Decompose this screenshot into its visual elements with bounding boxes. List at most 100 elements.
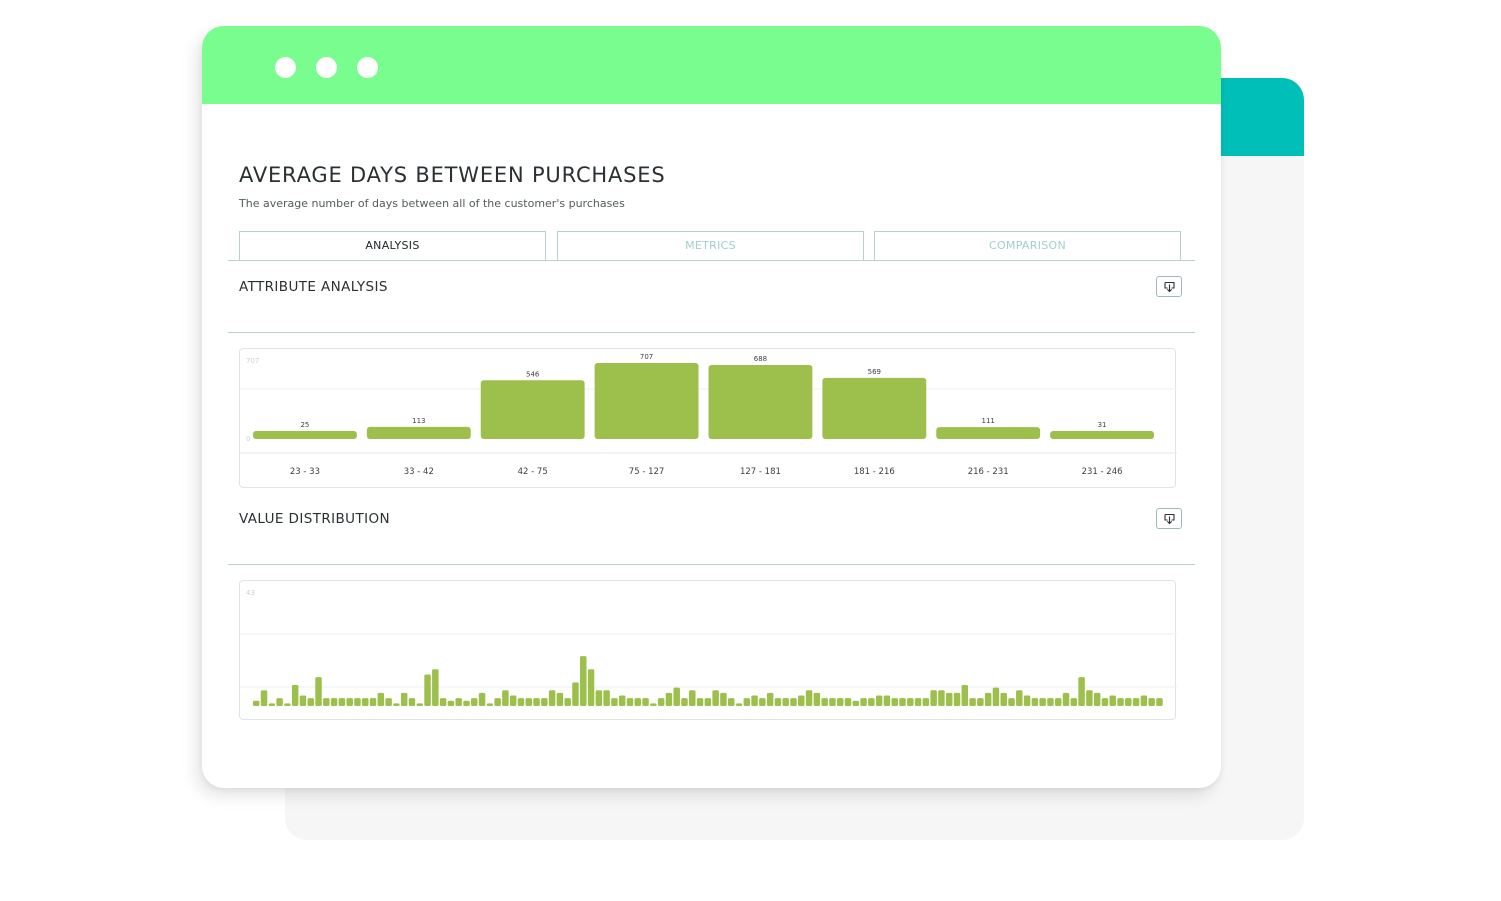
- bar: [253, 700, 260, 706]
- page-subtitle: The average number of days between all o…: [239, 197, 625, 210]
- bar: [751, 695, 758, 706]
- bar: [829, 698, 836, 706]
- bar: [611, 698, 618, 706]
- data-label: 688: [754, 355, 767, 363]
- data-label: 546: [526, 370, 540, 378]
- value-distribution-download-button[interactable]: [1156, 508, 1182, 529]
- window-titlebar: [202, 26, 1221, 104]
- bar: [400, 692, 408, 706]
- bar: [315, 677, 322, 706]
- window-control-dot[interactable]: [357, 57, 378, 78]
- bar: [634, 698, 642, 706]
- bar: [424, 674, 431, 706]
- bar: [330, 698, 338, 706]
- bar: [790, 698, 797, 706]
- x-tick-label: 181 - 216: [854, 467, 895, 477]
- bar: [1132, 698, 1140, 706]
- bar: [1140, 695, 1148, 706]
- bar: [1101, 698, 1109, 706]
- bar: [307, 698, 314, 706]
- bar: [366, 426, 471, 439]
- bar: [486, 703, 494, 706]
- tab-metrics[interactable]: METRICS: [557, 231, 864, 260]
- bar: [260, 690, 268, 706]
- y-tick-label: 707: [246, 357, 259, 365]
- bar: [945, 692, 953, 706]
- bar: [455, 698, 462, 706]
- y-tick-label: 0: [246, 435, 250, 443]
- bar: [587, 669, 595, 706]
- bar: [362, 698, 369, 706]
- bar: [1109, 695, 1116, 706]
- bar: [564, 698, 571, 706]
- tabs-divider: [228, 260, 1195, 261]
- bar: [844, 698, 852, 706]
- data-label: 569: [868, 368, 881, 376]
- bar: [969, 698, 976, 706]
- bar: [712, 690, 719, 706]
- bar: [735, 703, 743, 706]
- bar: [1086, 690, 1093, 706]
- bar: [580, 656, 587, 706]
- bar: [1070, 698, 1078, 706]
- bar: [665, 692, 673, 706]
- attribute-analysis-chart-svg: 707 0 25 23 - 33 113 33 - 42 546 42 - 75 707 75 -…: [240, 353, 1177, 477]
- tab-analysis[interactable]: ANALYSIS: [239, 231, 546, 260]
- bar: [1093, 692, 1101, 706]
- bar: [408, 698, 416, 706]
- tab-comparison[interactable]: COMPARISON: [874, 231, 1181, 260]
- bar: [594, 363, 699, 439]
- bar: [603, 690, 610, 706]
- bar: [650, 703, 657, 706]
- app-window: AVERAGE DAYS BETWEEN PURCHASES The avera…: [202, 26, 1221, 788]
- x-tick-label: 75 - 127: [629, 467, 665, 477]
- x-tick-label: 216 - 231: [968, 467, 1009, 477]
- bar: [595, 690, 603, 706]
- bar: [984, 692, 992, 706]
- bar: [354, 698, 361, 706]
- x-tick-label: 42 - 75: [518, 467, 548, 477]
- value-distribution-chart: 43: [239, 580, 1177, 720]
- bar: [541, 698, 548, 706]
- bar: [992, 687, 1000, 706]
- bar: [899, 698, 906, 706]
- data-label: 111: [982, 417, 995, 425]
- bar: [502, 690, 509, 706]
- bar: [860, 698, 867, 706]
- bar: [393, 703, 400, 706]
- bar: [914, 698, 922, 706]
- bar: [1054, 698, 1062, 706]
- attribute-analysis-chart: 707 0 25 23 - 33 113 33 - 42 546 42 - 75 707 75 -…: [239, 348, 1177, 488]
- x-tick-label: 23 - 33: [290, 467, 320, 477]
- window-control-dot[interactable]: [275, 57, 296, 78]
- bar: [798, 695, 805, 706]
- y-tick-label: 43: [246, 589, 255, 597]
- data-label: 707: [640, 353, 653, 361]
- window-control-dot[interactable]: [316, 57, 337, 78]
- bar: [1078, 677, 1085, 706]
- bar: [689, 690, 696, 706]
- x-tick-label: 231 - 246: [1082, 467, 1123, 477]
- bar: [385, 698, 392, 706]
- bar: [720, 692, 727, 706]
- bar: [868, 698, 875, 706]
- bar: [517, 698, 525, 706]
- bar: [891, 698, 898, 706]
- bar: [875, 695, 883, 706]
- bar: [338, 698, 346, 706]
- bar: [922, 698, 930, 706]
- bar: [930, 690, 937, 706]
- bar: [782, 698, 789, 706]
- attribute-analysis-download-button[interactable]: [1156, 276, 1182, 297]
- bar: [657, 698, 665, 706]
- data-label: 113: [412, 417, 425, 425]
- bar: [766, 692, 774, 706]
- bar: [1016, 690, 1023, 706]
- attribute-analysis-title: ATTRIBUTE ANALYSIS: [239, 279, 388, 295]
- bar: [681, 698, 688, 706]
- bar: [1148, 698, 1155, 706]
- data-label: 25: [300, 421, 309, 429]
- bar: [813, 692, 821, 706]
- x-tick-label: 127 - 181: [740, 467, 781, 477]
- bar: [774, 698, 782, 706]
